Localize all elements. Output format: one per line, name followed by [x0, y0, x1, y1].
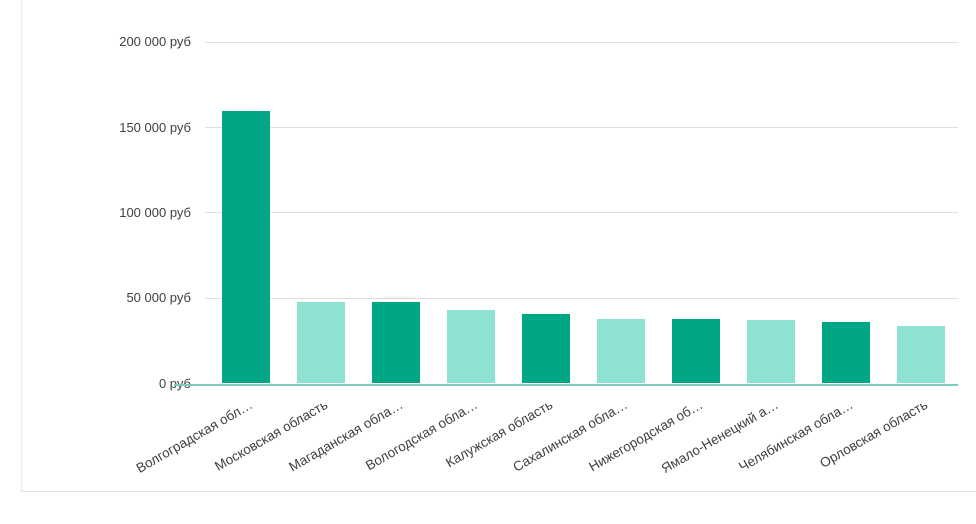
bar-2[interactable] — [296, 301, 345, 384]
bar-3[interactable] — [371, 302, 420, 384]
bar-8[interactable] — [746, 319, 795, 384]
y-axis-label: 150 000 руб — [119, 119, 191, 135]
y-axis-label: 100 000 руб — [119, 204, 191, 220]
x-axis-baseline — [174, 383, 958, 386]
gridline-100000 — [205, 212, 958, 214]
bar-6[interactable] — [596, 318, 645, 384]
bar-4[interactable] — [446, 310, 495, 384]
bar-1[interactable] — [221, 110, 270, 384]
bar-9[interactable] — [821, 322, 870, 384]
bar-7[interactable] — [671, 318, 720, 384]
y-axis-label: 200 000 руб — [119, 34, 191, 50]
gridline-50000 — [205, 297, 958, 299]
gridline-200000 — [205, 41, 958, 43]
x-axis-label: Волгоградская обл… — [133, 397, 256, 476]
y-axis-label: 0 руб — [158, 375, 191, 391]
card-border-left — [21, 0, 22, 491]
y-axis-label: 50 000 руб — [126, 290, 191, 306]
card-border-bottom — [21, 491, 976, 492]
bar-10[interactable] — [896, 326, 945, 384]
gridline-150000 — [205, 127, 958, 129]
bar-5[interactable] — [521, 314, 570, 384]
